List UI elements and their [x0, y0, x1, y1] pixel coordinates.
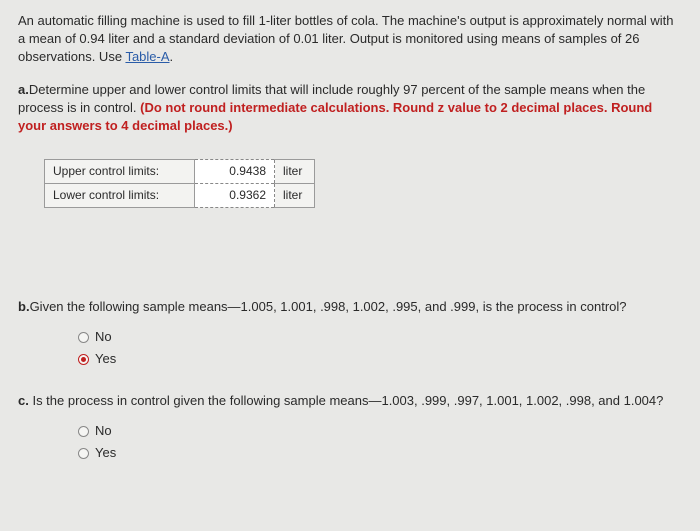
option-label: No: [95, 423, 112, 438]
lower-limit-unit: liter: [275, 183, 315, 207]
part-b-prefix: b.: [18, 299, 30, 314]
upper-limit-label: Upper control limits:: [45, 160, 195, 184]
part-a: a.Determine upper and lower control limi…: [18, 81, 682, 136]
lower-limit-value[interactable]: 0.9362: [195, 183, 275, 207]
option-yes[interactable]: Yes: [78, 348, 682, 370]
part-c-options: No Yes: [78, 420, 682, 464]
option-no[interactable]: No: [78, 420, 682, 442]
control-limits-table: Upper control limits: 0.9438 liter Lower…: [44, 159, 682, 208]
part-c-text: Is the process in control given the foll…: [29, 393, 664, 408]
lower-limit-label: Lower control limits:: [45, 183, 195, 207]
part-b-options: No Yes: [78, 326, 682, 370]
option-yes[interactable]: Yes: [78, 442, 682, 464]
radio-icon: [78, 354, 89, 365]
part-b: b.Given the following sample means—1.005…: [18, 298, 682, 370]
part-a-prefix: a.: [18, 82, 29, 97]
table-row: Lower control limits: 0.9362 liter: [45, 183, 315, 207]
option-label: Yes: [95, 445, 116, 460]
table-a-link[interactable]: Table-A: [125, 49, 169, 64]
intro-text-after: .: [170, 49, 174, 64]
intro-text-before: An automatic filling machine is used to …: [18, 13, 673, 64]
option-no[interactable]: No: [78, 326, 682, 348]
upper-limit-unit: liter: [275, 160, 315, 184]
part-c-prefix: c.: [18, 393, 29, 408]
part-b-text: Given the following sample means—1.005, …: [30, 299, 627, 314]
intro-paragraph: An automatic filling machine is used to …: [18, 12, 682, 67]
upper-limit-value[interactable]: 0.9438: [195, 160, 275, 184]
part-c: c. Is the process in control given the f…: [18, 392, 682, 464]
table-row: Upper control limits: 0.9438 liter: [45, 160, 315, 184]
radio-icon: [78, 426, 89, 437]
option-label: Yes: [95, 351, 116, 366]
radio-icon: [78, 448, 89, 459]
option-label: No: [95, 329, 112, 344]
radio-icon: [78, 332, 89, 343]
